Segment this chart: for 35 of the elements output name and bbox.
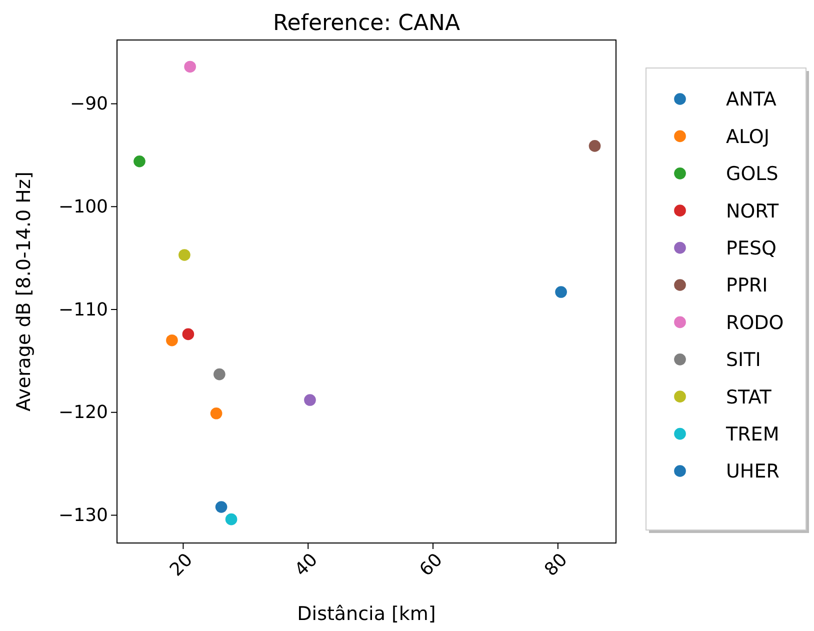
- legend-label: UHER: [726, 460, 780, 483]
- legend-label: PESQ: [726, 237, 776, 260]
- legend-label: ANTA: [726, 88, 776, 111]
- y-tick-label: −130: [58, 504, 108, 526]
- legend-label: TREM: [725, 423, 780, 446]
- legend-label: ALOJ: [726, 126, 770, 148]
- y-axis-title: Average dB [8.0-14.0 Hz]: [13, 172, 35, 412]
- point: [588, 140, 601, 152]
- point: [178, 249, 190, 261]
- y-tick-label: −120: [58, 402, 108, 424]
- y-tick-label: −110: [58, 299, 108, 320]
- legend-label: PPRI: [726, 274, 768, 297]
- legend-label: SITI: [726, 349, 761, 372]
- x-tick-label: 60: [416, 550, 447, 581]
- x-tick-label: 40: [290, 550, 322, 581]
- point: [304, 394, 316, 406]
- legend-label: RODO: [726, 312, 784, 334]
- x-tick-label: 80: [540, 550, 572, 581]
- point: [210, 407, 222, 420]
- legend-label: NORT: [726, 200, 779, 222]
- y-tick-label: −100: [58, 196, 108, 218]
- legend-label: GOLS: [726, 163, 778, 186]
- x-axis-title: Distância [km]: [297, 603, 436, 625]
- point: [555, 286, 567, 298]
- point: [225, 513, 238, 526]
- chart-title: Reference: CANA: [272, 11, 460, 36]
- point: [215, 501, 228, 513]
- point: [184, 60, 196, 73]
- point: [214, 368, 226, 380]
- point: [166, 334, 178, 346]
- legend-label: STAT: [726, 386, 772, 408]
- x-tick-label: 20: [166, 550, 197, 581]
- point: [134, 155, 146, 168]
- y-tick-label: −90: [70, 94, 108, 115]
- point: [182, 328, 194, 340]
